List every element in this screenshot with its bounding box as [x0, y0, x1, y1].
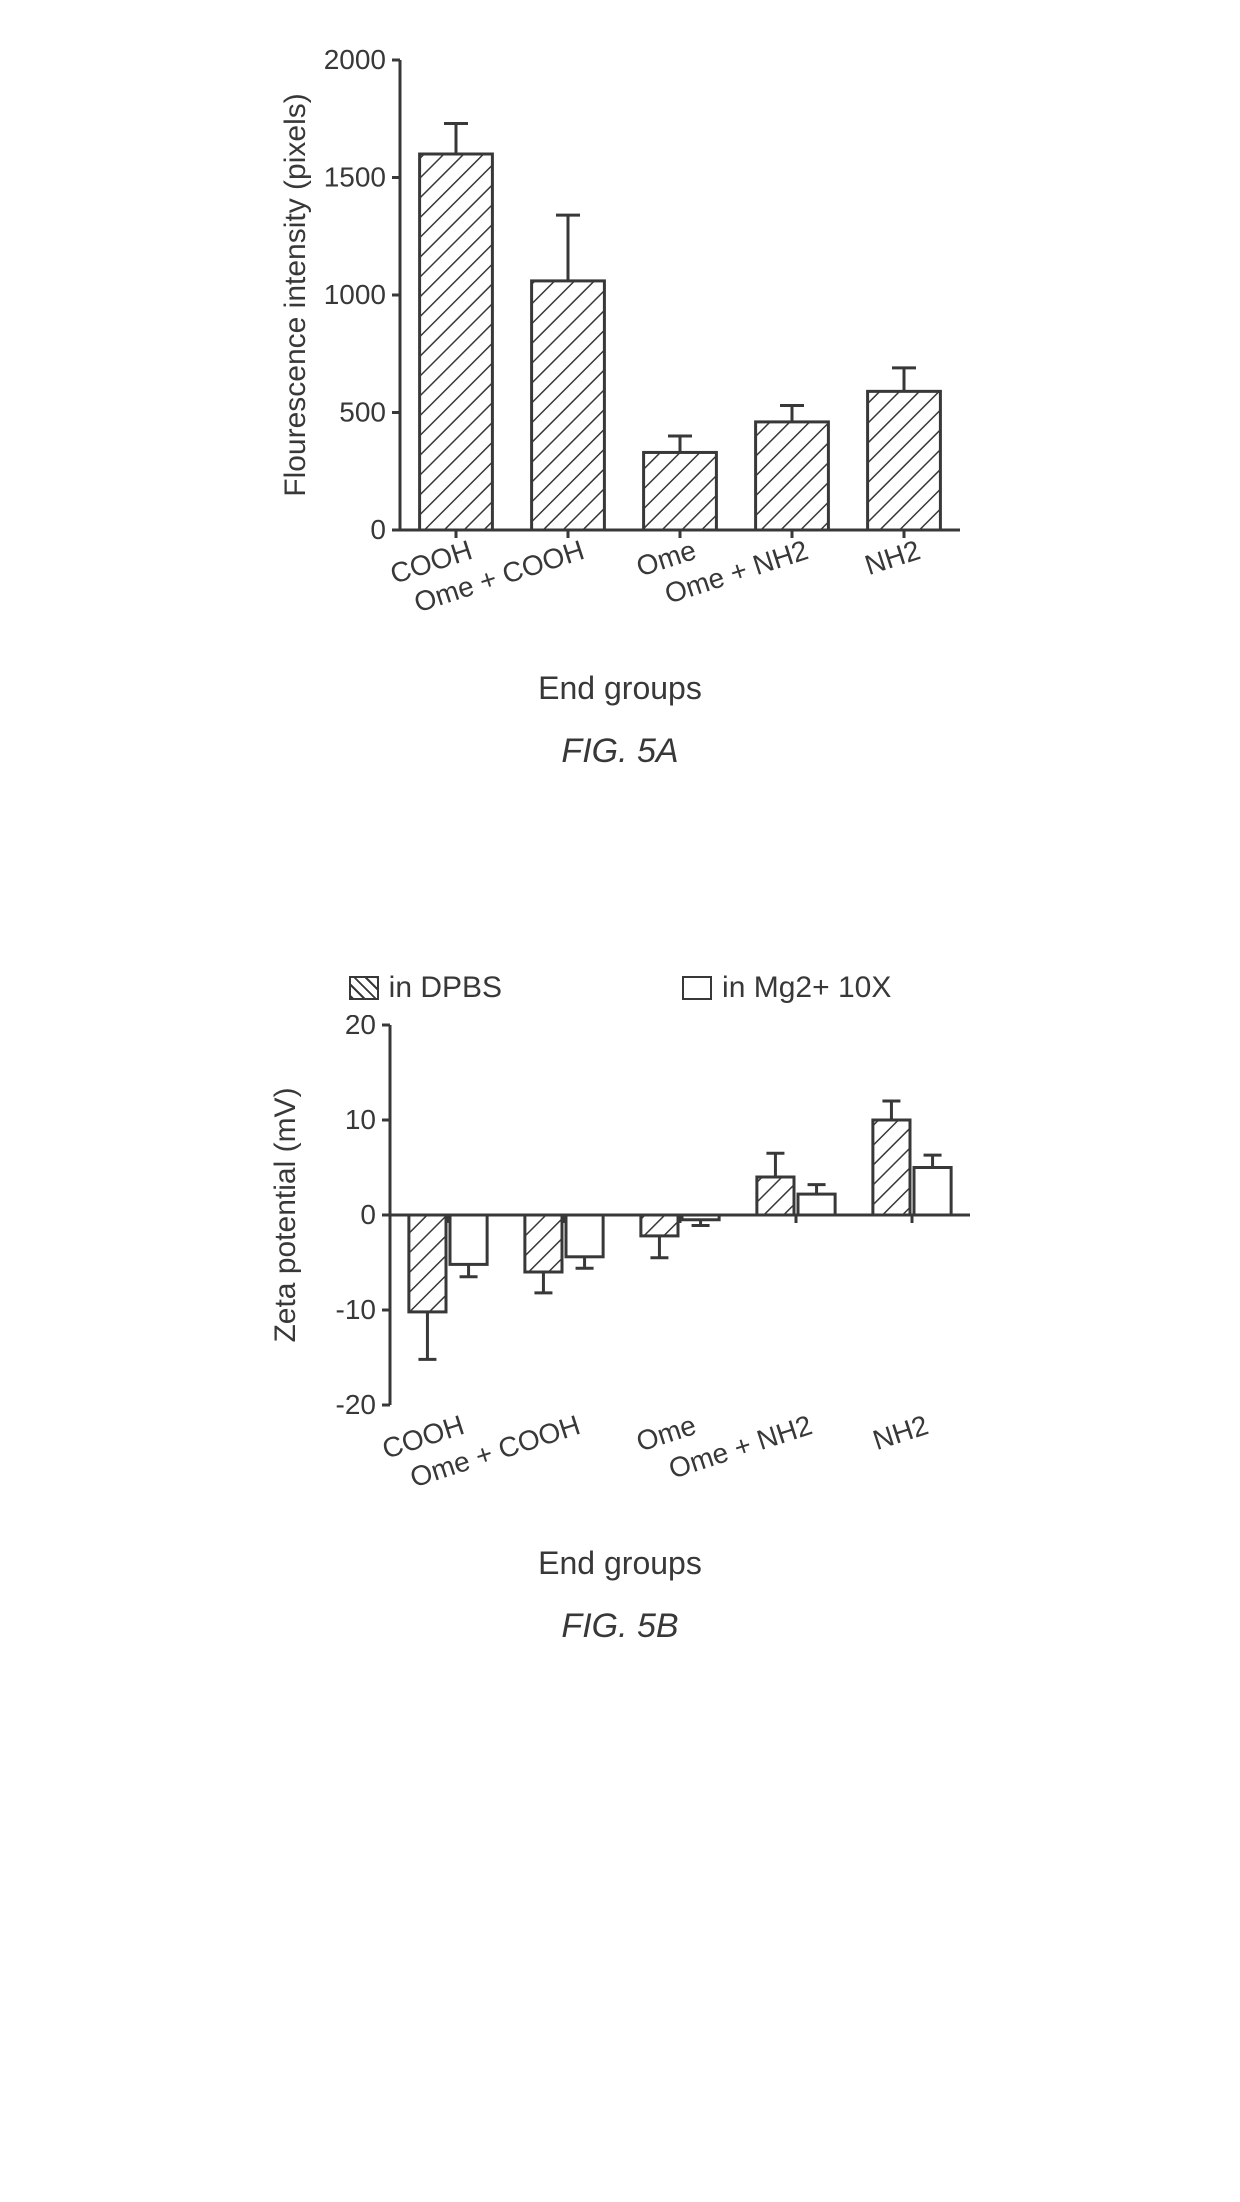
- svg-text:NH2: NH2: [869, 1409, 932, 1456]
- chart-5b-xlabel: End groups: [538, 1545, 702, 1582]
- figure-5b-caption: FIG. 5B: [561, 1607, 678, 1646]
- figure-5a-caption: FIG. 5A: [561, 732, 678, 771]
- svg-text:Flourescence intensity (pixels: Flourescence intensity (pixels): [279, 93, 312, 497]
- svg-text:10: 10: [345, 1104, 376, 1135]
- legend-swatch-open: [682, 976, 712, 1000]
- figure-5b: in DPBS in Mg2+ 10X -20 -10 0 10 20 Zeta pote…: [40, 971, 1200, 1646]
- svg-text:1000: 1000: [324, 279, 386, 310]
- svg-text:20: 20: [345, 1015, 376, 1040]
- svg-text:-10: -10: [336, 1294, 376, 1325]
- legend-label-mg2: in Mg2+ 10X: [722, 971, 891, 1005]
- svg-text:NH2: NH2: [861, 534, 924, 581]
- chart-5a-svg: 0 500 1000 1500 2000 Flourescence intensity (…: [260, 40, 980, 660]
- chart-5a-xlabel: End groups: [538, 670, 702, 707]
- legend-item-dpbs: in DPBS: [349, 971, 502, 1005]
- svg-text:0: 0: [370, 514, 386, 545]
- figure-5a: 0 500 1000 1500 2000 Flourescence intensity (…: [40, 40, 1200, 771]
- legend-swatch-hatched: [349, 976, 379, 1000]
- svg-text:0: 0: [360, 1199, 376, 1230]
- svg-text:Zeta potential (mV): Zeta potential (mV): [269, 1087, 302, 1342]
- svg-text:1500: 1500: [324, 162, 386, 193]
- legend-item-mg2: in Mg2+ 10X: [682, 971, 891, 1005]
- chart-5b-legend: in DPBS in Mg2+ 10X: [349, 971, 892, 1005]
- chart-5b-svg: -20-1001020Zeta potential (mV)COOHOme + …: [250, 1015, 990, 1535]
- svg-text:-20: -20: [336, 1389, 376, 1420]
- legend-label-dpbs: in DPBS: [389, 971, 502, 1005]
- svg-text:500: 500: [339, 397, 386, 428]
- svg-text:2000: 2000: [324, 44, 386, 75]
